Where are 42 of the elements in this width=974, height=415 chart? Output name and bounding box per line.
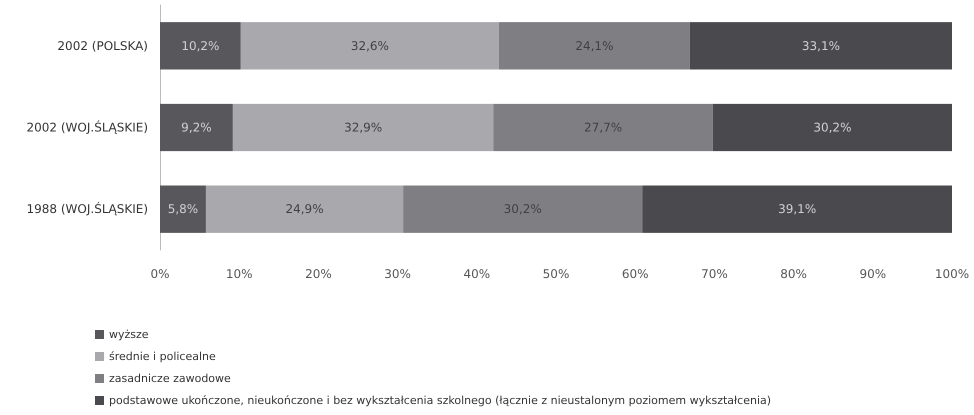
x-tick-label: 0% [150, 267, 170, 281]
bar [160, 185, 206, 233]
x-tick-label: 80% [780, 267, 807, 281]
x-tick-label: 100% [934, 267, 970, 281]
legend-label: wyższe [109, 328, 149, 341]
bar [712, 104, 952, 152]
data-label: 10,2% [181, 38, 220, 53]
data-label: 33,1% [802, 38, 840, 53]
x-tick-label: 40% [463, 267, 490, 281]
x-tick-label: 50% [542, 267, 570, 281]
legend-label: podstawowe ukończone, nieukończone i bez wykształcenia szkolnego (łącznie z nieustalonym poziomem wykształcenia) [109, 394, 772, 407]
bar [206, 185, 404, 233]
data-label: 39,1% [778, 202, 816, 216]
y-tick-label: 1988 (WOJ.ŚLĄSKIE) [26, 201, 148, 216]
legend-label: zasadnicze zawodowe [109, 372, 232, 385]
data-label: 27,7% [584, 120, 622, 134]
bar [690, 22, 952, 70]
data-label: 30,2% [813, 120, 852, 134]
bar [232, 104, 494, 152]
bar [642, 185, 952, 233]
data-label: 32,9% [344, 120, 382, 134]
x-tick-label: 90% [859, 267, 886, 281]
x-tick-label: 30% [384, 267, 411, 281]
bar [403, 185, 642, 233]
data-label: 9,2% [181, 120, 212, 134]
bar [493, 104, 713, 152]
y-tick-label: 2002 (WOJ.ŚLĄSKIE) [26, 120, 148, 134]
data-label: 30,2% [504, 202, 542, 216]
y-tick-label: 2002 (POLSKA) [57, 38, 148, 53]
bar [240, 22, 499, 70]
x-tick-label: 10% [226, 267, 253, 281]
x-tick-label: 20% [305, 267, 332, 281]
data-label: 24,9% [285, 202, 324, 216]
x-tick-label: 70% [701, 267, 728, 281]
data-label: 24,1% [575, 38, 614, 53]
bar [498, 22, 690, 70]
legend-label: średnie i policealne [109, 350, 216, 363]
data-label: 32,6% [350, 38, 389, 53]
x-tick-label: 60% [622, 267, 649, 281]
bar [160, 22, 241, 70]
bar [160, 104, 233, 152]
data-label: 5,8% [168, 202, 198, 216]
